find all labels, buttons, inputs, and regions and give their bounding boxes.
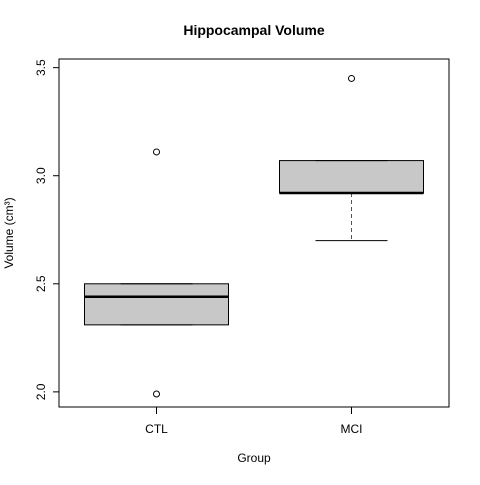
box-series	[84, 74, 424, 398]
x-tick-label: CTL	[145, 422, 168, 436]
y-axis: 2.0 2.5 3.0 3.5	[34, 59, 59, 400]
x-axis-label: Group	[237, 451, 271, 465]
x-tick-label: MCI	[341, 422, 363, 436]
chart-title: Hippocampal Volume	[183, 22, 325, 38]
box-mci	[279, 74, 424, 242]
y-tick-label: 3.0	[34, 167, 48, 184]
outlier-point	[348, 74, 355, 82]
y-axis-label: Volume (cm³)	[2, 197, 16, 268]
y-tick-label: 3.5	[34, 59, 48, 76]
box-ctl	[84, 148, 229, 398]
y-tick-label: 2.5	[34, 275, 48, 292]
plot-frame	[58, 58, 450, 408]
outlier-point	[153, 148, 160, 156]
x-axis: CTL MCI	[145, 407, 363, 436]
box-body	[279, 160, 424, 194]
y-tick-label: 2.0	[34, 383, 48, 400]
outlier-point	[153, 390, 160, 398]
box-body	[84, 283, 229, 326]
